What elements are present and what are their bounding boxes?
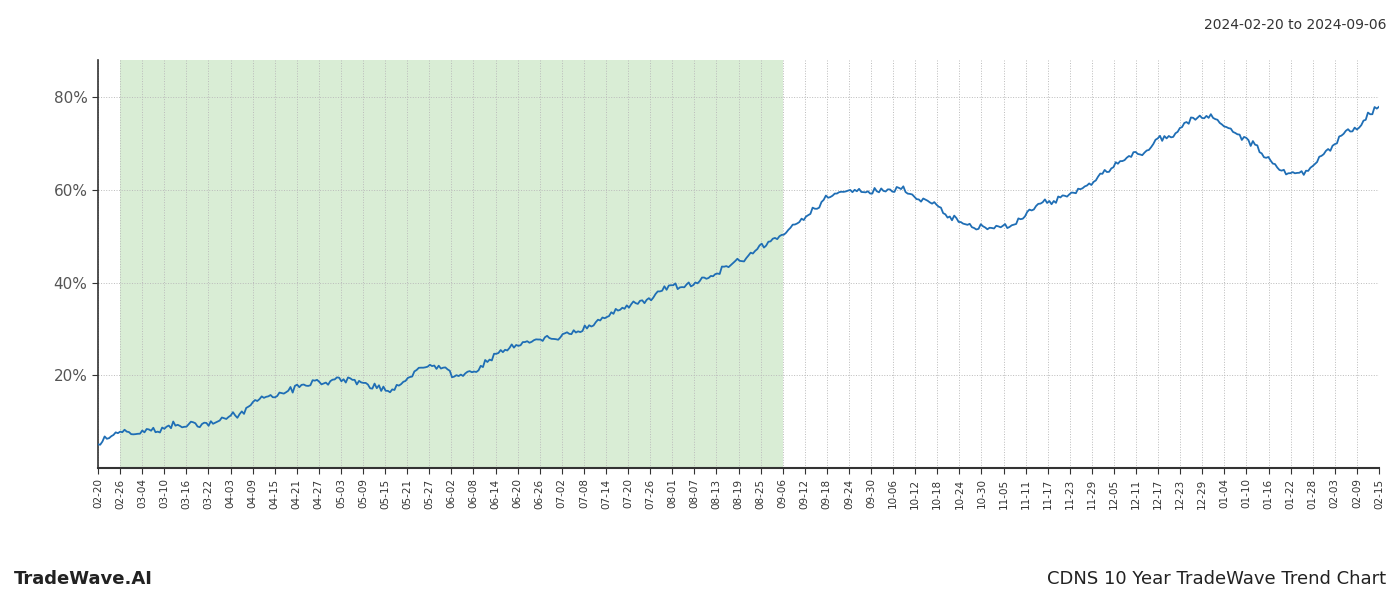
Text: 2024-02-20 to 2024-09-06: 2024-02-20 to 2024-09-06 [1204, 18, 1386, 32]
Bar [120, 60, 783, 468]
Text: TradeWave.AI: TradeWave.AI [14, 570, 153, 588]
Text: CDNS 10 Year TradeWave Trend Chart: CDNS 10 Year TradeWave Trend Chart [1047, 570, 1386, 588]
